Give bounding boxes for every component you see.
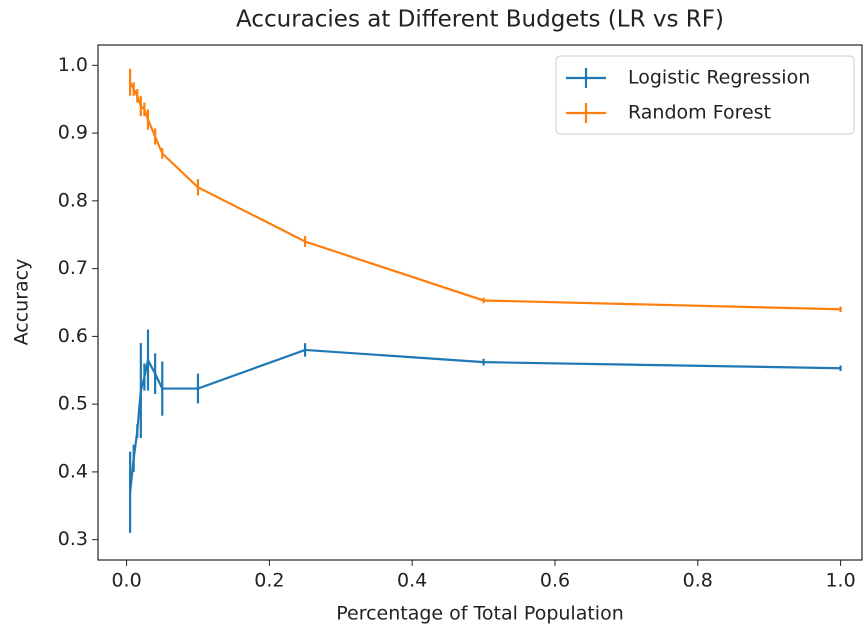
x-tick-label: 0.0	[111, 570, 141, 592]
x-tick-label: 0.6	[540, 570, 570, 592]
y-tick-label: 0.9	[58, 122, 88, 144]
x-tick-label: 0.8	[683, 570, 713, 592]
legend-box	[555, 55, 855, 135]
y-tick-label: 0.4	[58, 460, 88, 482]
y-tick-label: 0.7	[58, 257, 88, 279]
legend-label: Random Forest	[628, 102, 771, 124]
x-tick-label: 1.0	[825, 570, 855, 592]
chart-title: Accuracies at Different Budgets (LR vs R…	[236, 7, 724, 33]
x-axis-label: Percentage of Total Population	[336, 603, 624, 625]
x-tick-label: 0.4	[397, 570, 427, 592]
y-tick-label: 0.8	[58, 189, 88, 211]
y-tick-label: 1.0	[58, 54, 88, 76]
plot-frame	[97, 44, 863, 561]
legend-label: Logistic Regression	[628, 67, 810, 89]
series-line	[129, 348, 841, 493]
y-axis-label: Accuracy	[11, 259, 33, 346]
y-tick-label: 0.3	[58, 528, 88, 550]
y-tick-label: 0.5	[58, 393, 88, 415]
y-tick-label: 0.6	[58, 325, 88, 347]
x-tick-label: 0.2	[254, 570, 284, 592]
